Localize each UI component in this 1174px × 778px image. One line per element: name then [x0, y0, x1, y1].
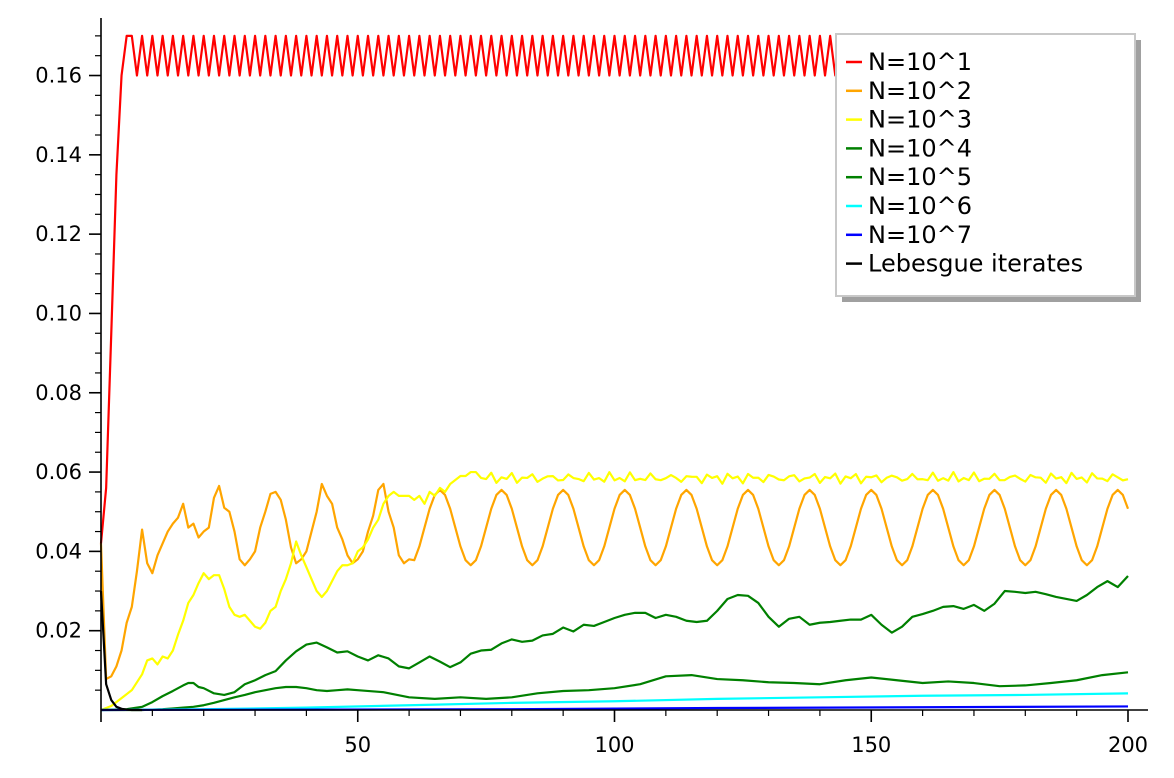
y-tick-label: 0.16 — [35, 64, 82, 88]
series-line-2 — [100, 470, 1129, 712]
tick-labels: 50 100 150 200 0.02 0.04 0.06 0.08 0.10 0.12 0.14 0… — [35, 64, 1148, 757]
y-tick-label: 0.14 — [35, 143, 82, 167]
legend: N=10^1N=10^2N=10^3N=10^4N=10^5N=10^6N=10… — [835, 33, 1141, 302]
legend-label: N=10^7 — [868, 221, 972, 249]
y-tick-label: 0.10 — [35, 301, 82, 325]
y-tick-label: 0.04 — [35, 539, 82, 563]
x-tick-label: 200 — [1108, 733, 1148, 757]
y-tick-label: 0.02 — [35, 619, 82, 643]
legend-label: Lebesgue iterates — [868, 250, 1083, 278]
y-tick-label: 0.12 — [35, 222, 82, 246]
series-line-4 — [101, 671, 1129, 712]
legend-box — [835, 33, 1136, 297]
legend-label: N=10^1 — [868, 48, 972, 76]
x-tick-label: 150 — [851, 733, 891, 757]
series-line-3 — [100, 575, 1129, 712]
legend-label: N=10^4 — [868, 134, 972, 162]
legend-label: N=10^6 — [868, 192, 972, 220]
legend-label: N=10^3 — [868, 106, 972, 134]
ticks — [89, 35, 1129, 722]
series-line-1 — [99, 482, 1130, 681]
legend-label: N=10^5 — [868, 163, 972, 191]
x-tick-label: 100 — [594, 733, 634, 757]
x-tick-label: 50 — [344, 733, 371, 757]
series-line-5 — [100, 692, 1129, 712]
legend-items: N=10^1N=10^2N=10^3N=10^4N=10^5N=10^6N=10… — [846, 48, 1083, 278]
legend-label: N=10^2 — [868, 77, 972, 105]
y-tick-label: 0.06 — [35, 460, 82, 484]
y-tick-label: 0.08 — [35, 381, 82, 405]
